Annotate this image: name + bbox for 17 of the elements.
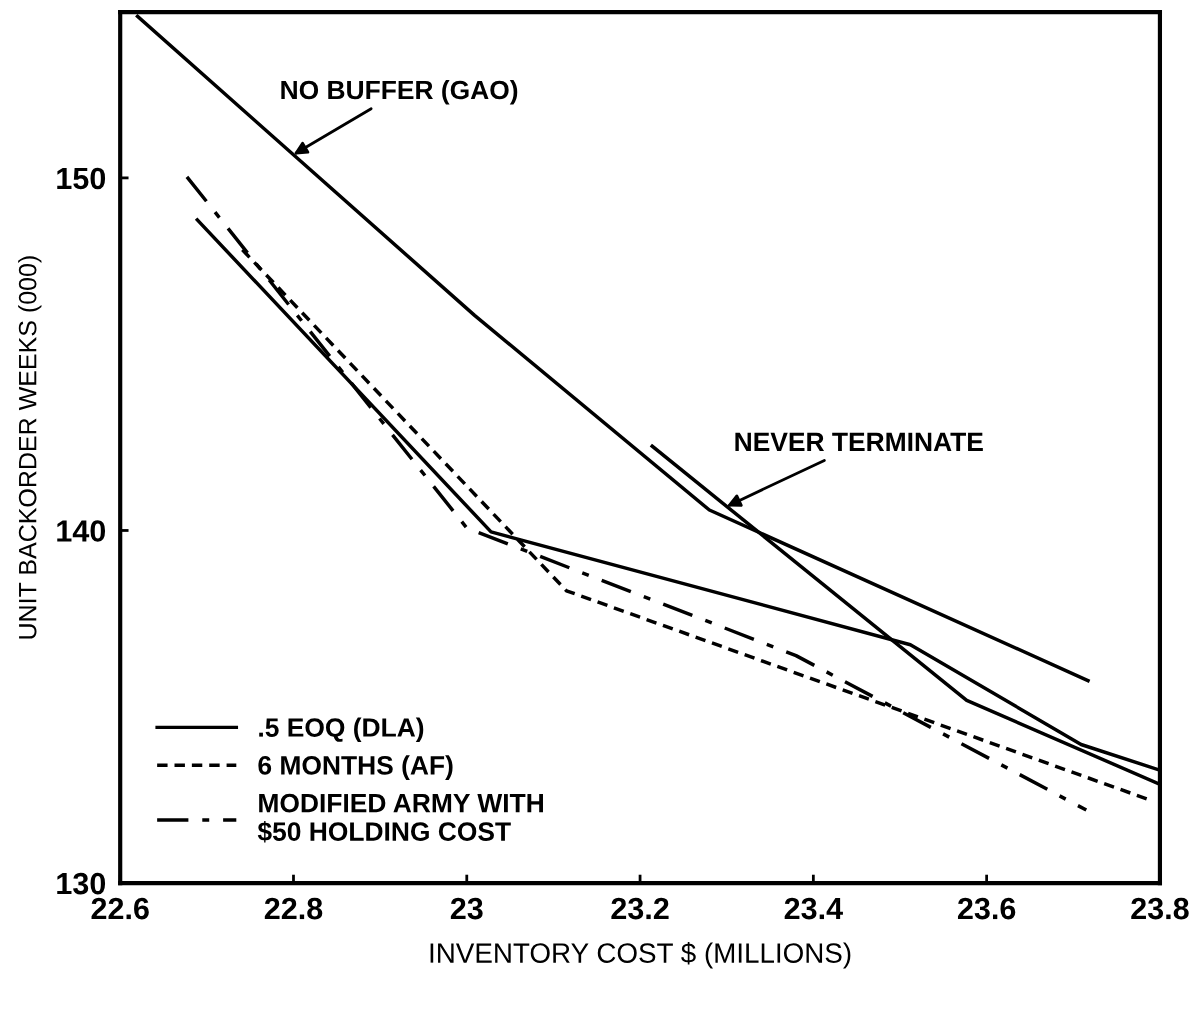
x-tick-label: 23.8 [1131,897,1189,920]
y-tick-label: 150 [57,167,106,190]
x-tick-label: 23.2 [611,897,669,920]
x-tick-label: 23 [450,897,483,920]
y-tick-label: 130 [57,872,106,895]
annotation: NEVER TERMINATE [735,432,983,451]
y-tick-label: 140 [57,520,106,542]
x-tick-label: 22.6 [91,897,149,920]
y-axis-title: UNIT BACKORDER WEEKS (000) [18,256,42,639]
x-tick-label: 23.4 [784,897,843,920]
legend-label: MODIFIED ARMY WITH $50 HOLDING COST [257,793,543,843]
annotation: NO BUFFER (GAO) [281,79,518,105]
legend-label: 6 MONTHS (AF) [258,755,453,780]
x-tick-label: 22.8 [264,897,323,920]
x-tick-label: 23.6 [957,897,1016,920]
legend-label: .5 EOQ (DLA) [259,717,424,743]
x-axis-title: INVENTORY COST $ (MILLIONS) [430,942,851,969]
